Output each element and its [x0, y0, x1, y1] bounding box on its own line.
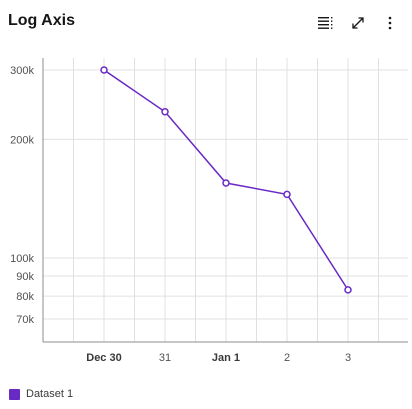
- y-tick-label: 80k: [16, 291, 34, 303]
- overflow-menu-icon: [388, 16, 392, 30]
- y-tick-label: 100k: [10, 253, 34, 265]
- chart-toolbar: [312, 11, 404, 35]
- chart-header: Log Axis: [0, 0, 412, 46]
- y-tick-label: 90k: [16, 271, 34, 283]
- x-tick-label: Jan 1: [212, 352, 240, 364]
- legend-swatch-dataset-1[interactable]: [9, 388, 20, 400]
- data-table-icon: [318, 17, 333, 29]
- y-tick-label: 70k: [16, 314, 34, 326]
- x-tick-label: 31: [159, 352, 171, 364]
- y-tick-label: 300k: [10, 65, 34, 77]
- data-point: [161, 108, 169, 116]
- show-as-table-button[interactable]: [312, 11, 340, 35]
- data-point: [222, 179, 230, 187]
- y-tick-label: 200k: [10, 134, 34, 146]
- legend-label-dataset-1[interactable]: Dataset 1: [26, 388, 74, 400]
- overflow-menu-button[interactable]: [376, 11, 404, 35]
- x-tick-label: Dec 30: [86, 352, 121, 364]
- data-point: [283, 190, 291, 199]
- line-chart: 300k 200k 100k 90k 80k 70k Dec 30 31 Jan 1 2 3: [10, 58, 408, 364]
- chart-legend: Dataset 1: [9, 388, 73, 400]
- data-point: [344, 286, 352, 294]
- chart-title: Log Axis: [8, 12, 75, 29]
- x-tick-label: 3: [345, 352, 351, 364]
- x-tick-label: 2: [284, 352, 290, 364]
- maximize-icon: [352, 17, 364, 29]
- maximize-button[interactable]: [344, 11, 372, 35]
- data-point: [100, 66, 108, 74]
